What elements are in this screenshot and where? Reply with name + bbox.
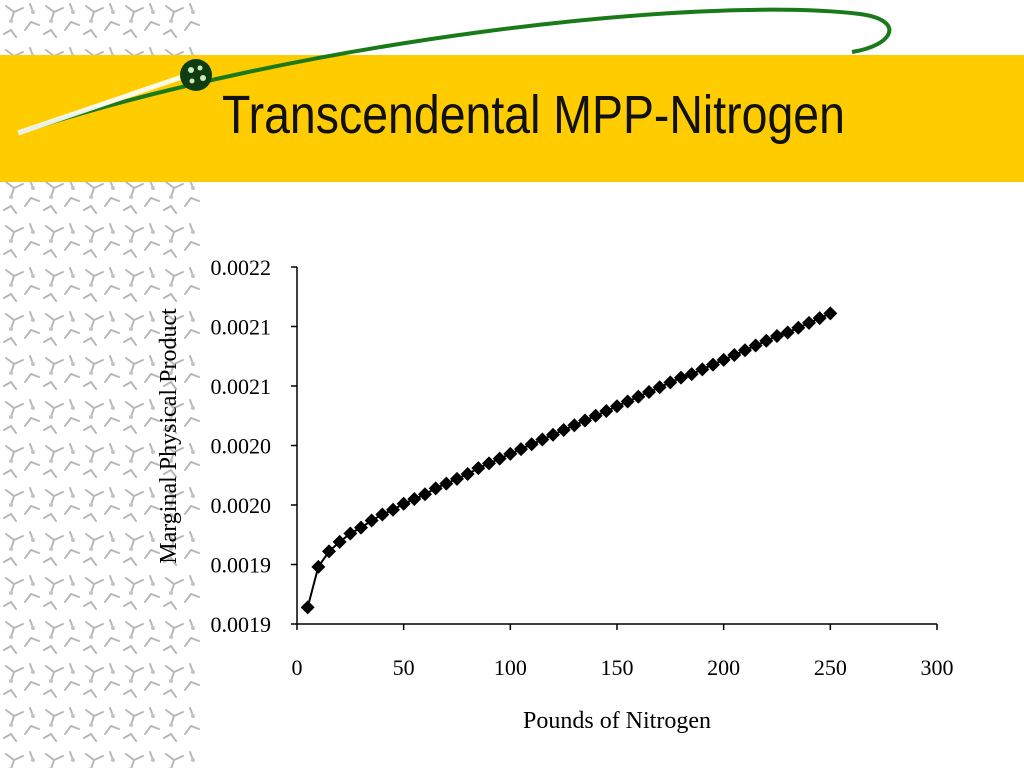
- data-point: [663, 375, 678, 390]
- data-point: [524, 437, 539, 452]
- data-point: [407, 492, 422, 507]
- data-point: [588, 408, 603, 423]
- data-point: [823, 306, 838, 321]
- slide-title: Transcendental MPP-Nitrogen: [222, 85, 845, 145]
- y-axis-ticks: 0.0019 0.0019 0.0020 0.0020 0.0021 0.0021 0.00…: [211, 255, 297, 637]
- data-point: [311, 559, 326, 574]
- title-band: [0, 55, 1024, 182]
- data-point: [631, 389, 646, 404]
- data-point: [652, 380, 667, 395]
- data-point: [546, 427, 560, 442]
- data-point: [770, 329, 784, 344]
- data-point: [364, 513, 379, 528]
- data-point: [439, 476, 454, 491]
- x-tick-label: 200: [707, 655, 740, 680]
- data-point: [684, 367, 699, 382]
- x-tick-label: 250: [814, 655, 847, 680]
- y-tick-label: 0.0019: [211, 553, 272, 578]
- data-point: [535, 432, 550, 447]
- y-axis-label: Marginal Physical Product: [156, 308, 182, 564]
- data-point: [556, 423, 571, 438]
- data-point: [503, 446, 518, 461]
- data-point: [396, 496, 411, 511]
- data-point: [354, 520, 368, 535]
- data-point: [738, 343, 752, 358]
- x-tick-label: 50: [393, 655, 415, 680]
- data-point: [471, 461, 486, 476]
- data-point: [578, 413, 592, 428]
- y-tick-label: 0.0021: [211, 374, 272, 399]
- data-point: [716, 352, 731, 367]
- data-point: [706, 357, 720, 372]
- series-markers: [300, 306, 838, 615]
- data-point: [748, 338, 763, 353]
- data-point: [695, 362, 710, 377]
- axes: [296, 267, 937, 625]
- data-point: [514, 442, 528, 457]
- data-point: [780, 325, 795, 340]
- data-point: [482, 456, 496, 471]
- y-tick-label: 0.0020: [211, 434, 272, 459]
- data-point: [610, 399, 624, 414]
- mpp-nitrogen-chart: 0.0019 0.0019 0.0020 0.0020 0.0021 0.0021 0.00…: [156, 255, 954, 734]
- y-tick-label: 0.0019: [211, 612, 272, 637]
- swoosh-ornament: [17, 7, 892, 136]
- data-point: [492, 451, 507, 466]
- data-point: [300, 600, 315, 615]
- globe-icon: [180, 59, 212, 91]
- x-tick-label: 300: [921, 655, 954, 680]
- data-point: [727, 348, 742, 363]
- x-axis-ticks: 0 50 100 150 200 250 300: [292, 624, 954, 680]
- data-point: [322, 544, 336, 559]
- data-point: [642, 384, 656, 399]
- x-tick-label: 0: [292, 655, 303, 680]
- data-point: [386, 502, 400, 517]
- x-tick-label: 100: [494, 655, 527, 680]
- data-point: [428, 481, 443, 496]
- y-tick-label: 0.0020: [211, 493, 272, 518]
- data-point: [674, 370, 688, 385]
- x-tick-label: 150: [601, 655, 634, 680]
- data-point: [812, 311, 827, 326]
- data-point: [343, 526, 358, 541]
- data-point: [460, 467, 475, 482]
- data-point: [567, 418, 582, 433]
- data-point: [375, 507, 390, 522]
- data-point: [450, 471, 464, 486]
- data-point: [599, 403, 614, 418]
- data-point: [620, 394, 635, 409]
- y-tick-label: 0.0021: [211, 315, 272, 340]
- data-point: [418, 487, 432, 502]
- data-point: [802, 315, 816, 330]
- x-axis-label: Pounds of Nitrogen: [523, 708, 711, 734]
- data-point: [759, 333, 774, 348]
- data-point: [791, 320, 806, 335]
- y-tick-label: 0.0022: [211, 255, 272, 280]
- data-point: [332, 534, 347, 549]
- series-line: [306, 312, 831, 608]
